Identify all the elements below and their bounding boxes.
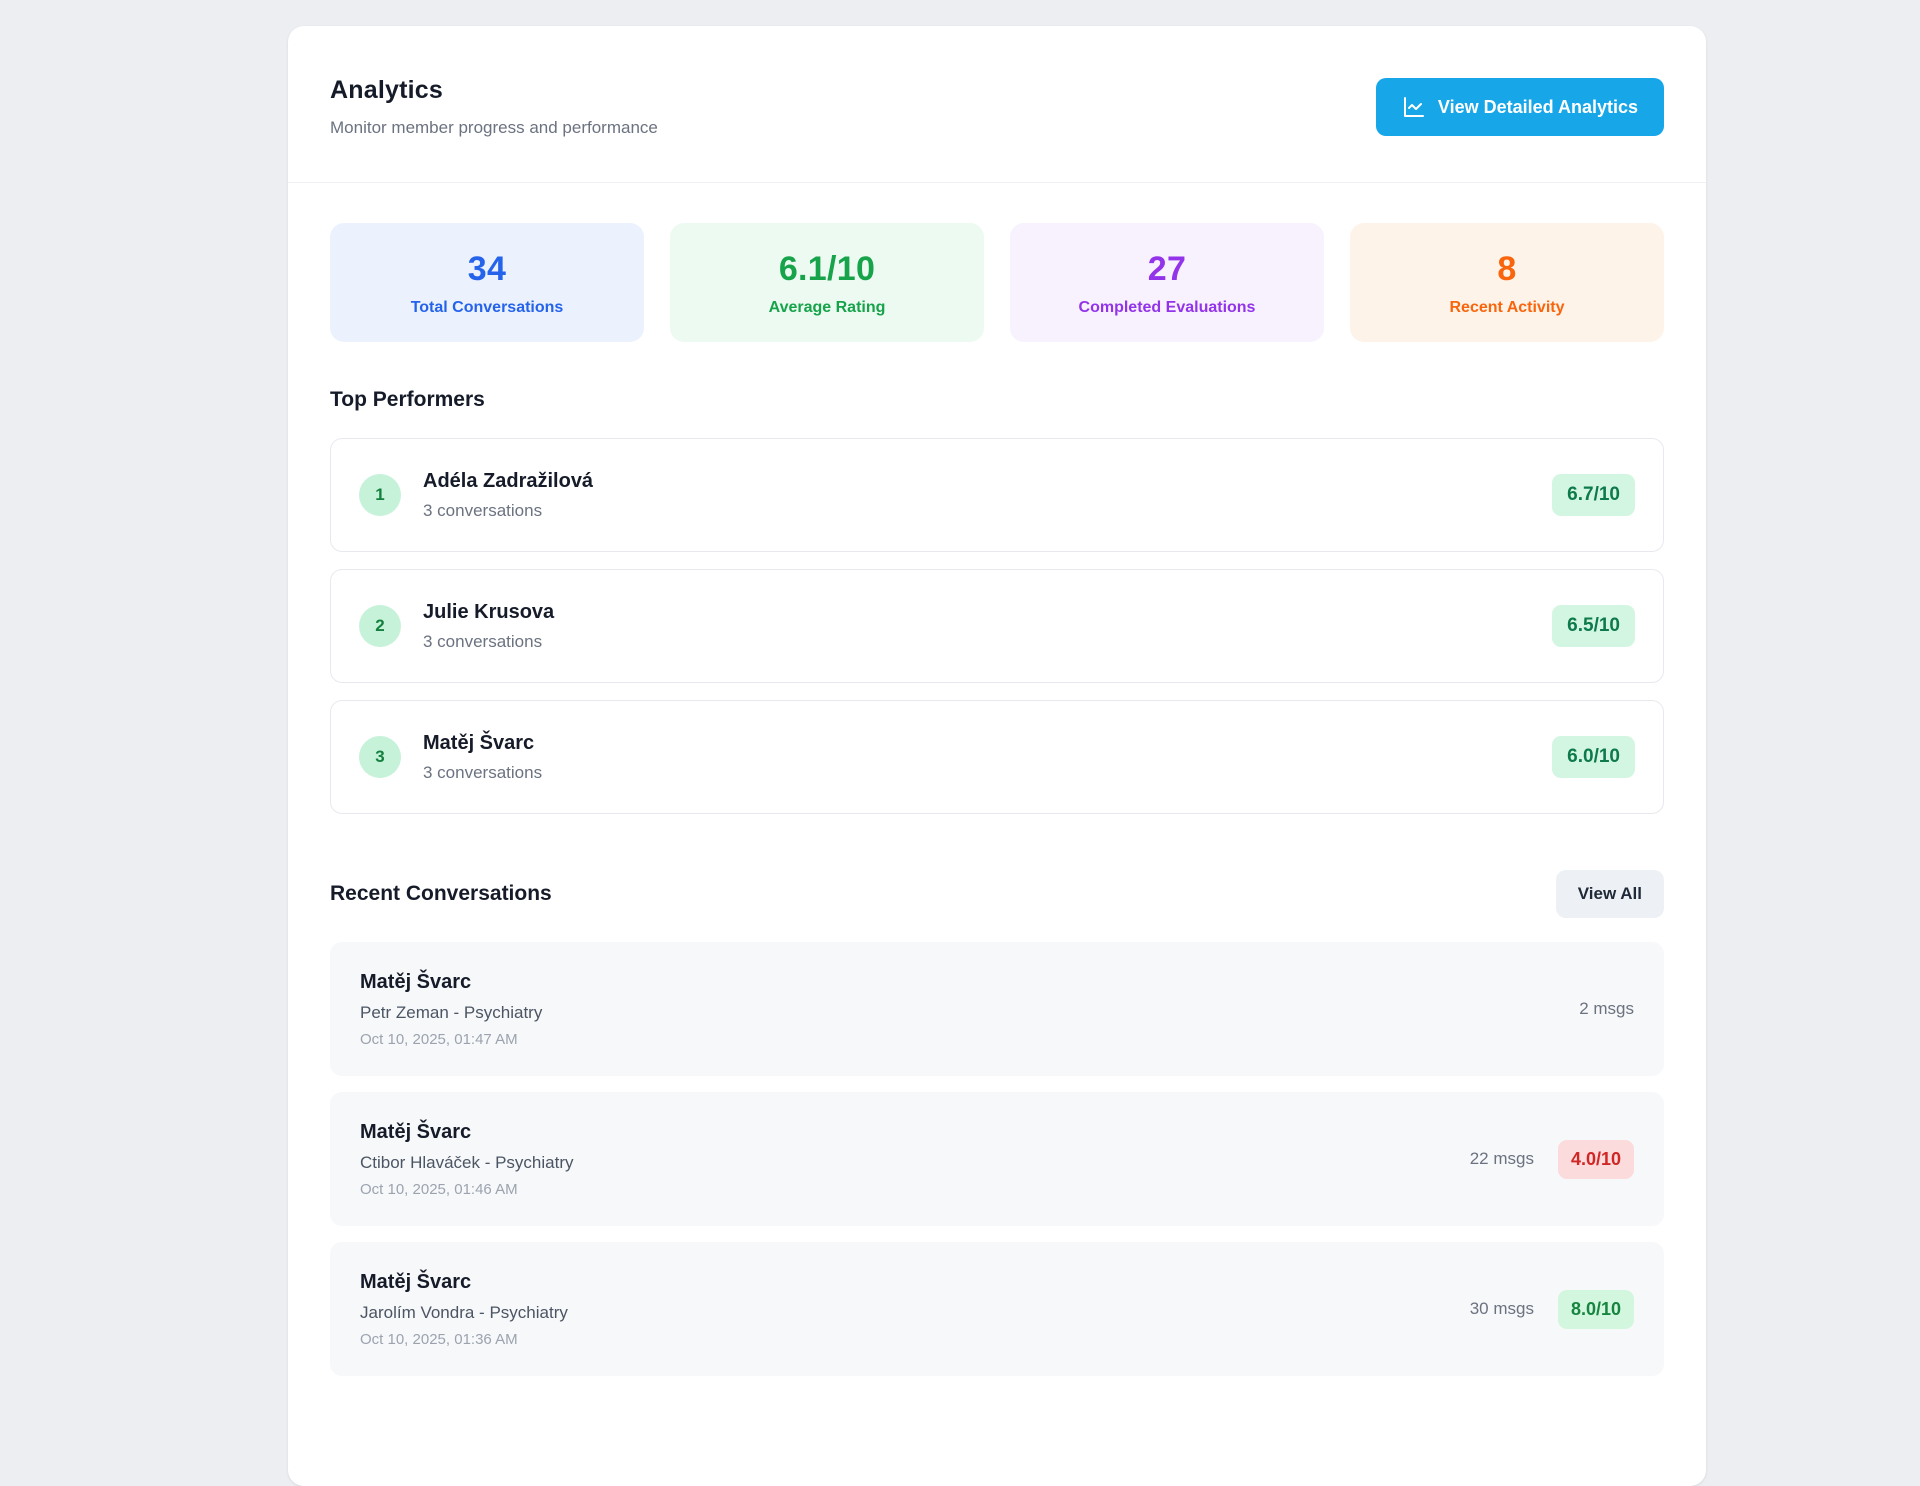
recent-conversations-header: Recent Conversations View All [330,870,1664,918]
conversation-message-count: 30 msgs [1469,1299,1534,1318]
performer-name: Julie Krusova [423,600,555,623]
conversation-rating-badge: 4.0/10 [1557,1139,1634,1179]
conversation-timestamp: Oct 10, 2025, 01:36 AM [360,1330,518,1348]
conversation-member-name: Matěj Švarc [360,1120,472,1143]
panel-header-text: Analytics Monitor member progress and pe… [330,76,658,138]
conversation-rating-badge: 8.0/10 [1557,1289,1634,1329]
performer-rating-badge: 6.7/10 [1552,474,1635,516]
view-detailed-analytics-label: View Detailed Analytics [1437,96,1638,117]
performer-row: 3 Matěj Švarc 3 conversations 6.0/10 [330,700,1664,814]
rank-badge: 3 [359,736,401,778]
conversation-member-name: Matěj Švarc [360,1270,472,1293]
conversation-patient: Ctibor Hlaváček - Psychiatry [360,1152,574,1172]
conversation-timestamp: Oct 10, 2025, 01:46 AM [360,1180,518,1198]
performer-info: Adéla Zadražilová 3 conversations [423,470,1530,521]
stat-value: 8 [1497,250,1517,288]
chart-line-icon [1402,95,1426,119]
performer-rating-badge: 6.0/10 [1552,736,1635,778]
stat-value: 27 [1147,250,1187,288]
performer-name: Matěj Švarc [423,731,535,754]
recent-conversations-heading: Recent Conversations [330,882,552,905]
page-title: Analytics [330,76,443,104]
stat-label: Total Conversations [410,299,564,316]
performer-conversations: 3 conversations [423,500,543,520]
stat-label: Recent Activity [1449,299,1565,316]
top-performers-heading: Top Performers [330,388,485,411]
view-detailed-analytics-button[interactable]: View Detailed Analytics [1375,78,1664,136]
view-all-button[interactable]: View All [1555,870,1664,918]
conversation-row[interactable]: Matěj Švarc Petr Zeman - Psychiatry Oct … [330,942,1664,1076]
stat-value: 34 [467,250,507,288]
stat-card-recent-activity: 8 Recent Activity [1350,223,1664,342]
conversation-timestamp: Oct 10, 2025, 01:47 AM [360,1030,518,1048]
stat-value: 6.1/10 [778,250,876,288]
top-performers-list: 1 Adéla Zadražilová 3 conversations 6.7/… [330,438,1664,814]
panel-body: 34 Total Conversations 6.1/10 Average Ra… [288,183,1706,1376]
conversation-row[interactable]: Matěj Švarc Ctibor Hlaváček - Psychiatry… [330,1092,1664,1226]
stat-label: Average Rating [768,299,886,316]
stat-card-completed-evaluations: 27 Completed Evaluations [1010,223,1324,342]
performer-conversations: 3 conversations [423,762,543,782]
analytics-panel: Analytics Monitor member progress and pe… [288,26,1706,1486]
performer-info: Julie Krusova 3 conversations [423,601,1530,652]
recent-conversations-list: Matěj Švarc Petr Zeman - Psychiatry Oct … [330,942,1664,1376]
panel-header: Analytics Monitor member progress and pe… [288,26,1706,183]
performer-name: Adéla Zadražilová [423,469,594,492]
performer-rating-badge: 6.5/10 [1552,605,1635,647]
conversation-patient: Jarolím Vondra - Psychiatry [360,1302,568,1322]
stat-card-average-rating: 6.1/10 Average Rating [670,223,984,342]
conversation-row[interactable]: Matěj Švarc Jarolím Vondra - Psychiatry … [330,1242,1664,1376]
performer-conversations: 3 conversations [423,631,543,651]
conversation-member-name: Matěj Švarc [360,970,472,993]
performer-row: 2 Julie Krusova 3 conversations 6.5/10 [330,569,1664,683]
performer-row: 1 Adéla Zadražilová 3 conversations 6.7/… [330,438,1664,552]
performer-info: Matěj Švarc 3 conversations [423,732,1530,783]
conversation-info: Matěj Švarc Ctibor Hlaváček - Psychiatry… [360,1121,1452,1198]
page-subtitle: Monitor member progress and performance [330,118,658,137]
conversation-info: Matěj Švarc Jarolím Vondra - Psychiatry … [360,1271,1452,1348]
stat-label: Completed Evaluations [1078,299,1256,316]
rank-badge: 1 [359,474,401,516]
stats-row: 34 Total Conversations 6.1/10 Average Ra… [330,223,1664,342]
stat-card-total-conversations: 34 Total Conversations [330,223,644,342]
rank-badge: 2 [359,605,401,647]
conversation-info: Matěj Švarc Petr Zeman - Psychiatry Oct … [360,971,1561,1048]
conversation-message-count: 2 msgs [1579,999,1634,1018]
conversation-patient: Petr Zeman - Psychiatry [360,1002,543,1022]
conversation-message-count: 22 msgs [1469,1149,1534,1168]
